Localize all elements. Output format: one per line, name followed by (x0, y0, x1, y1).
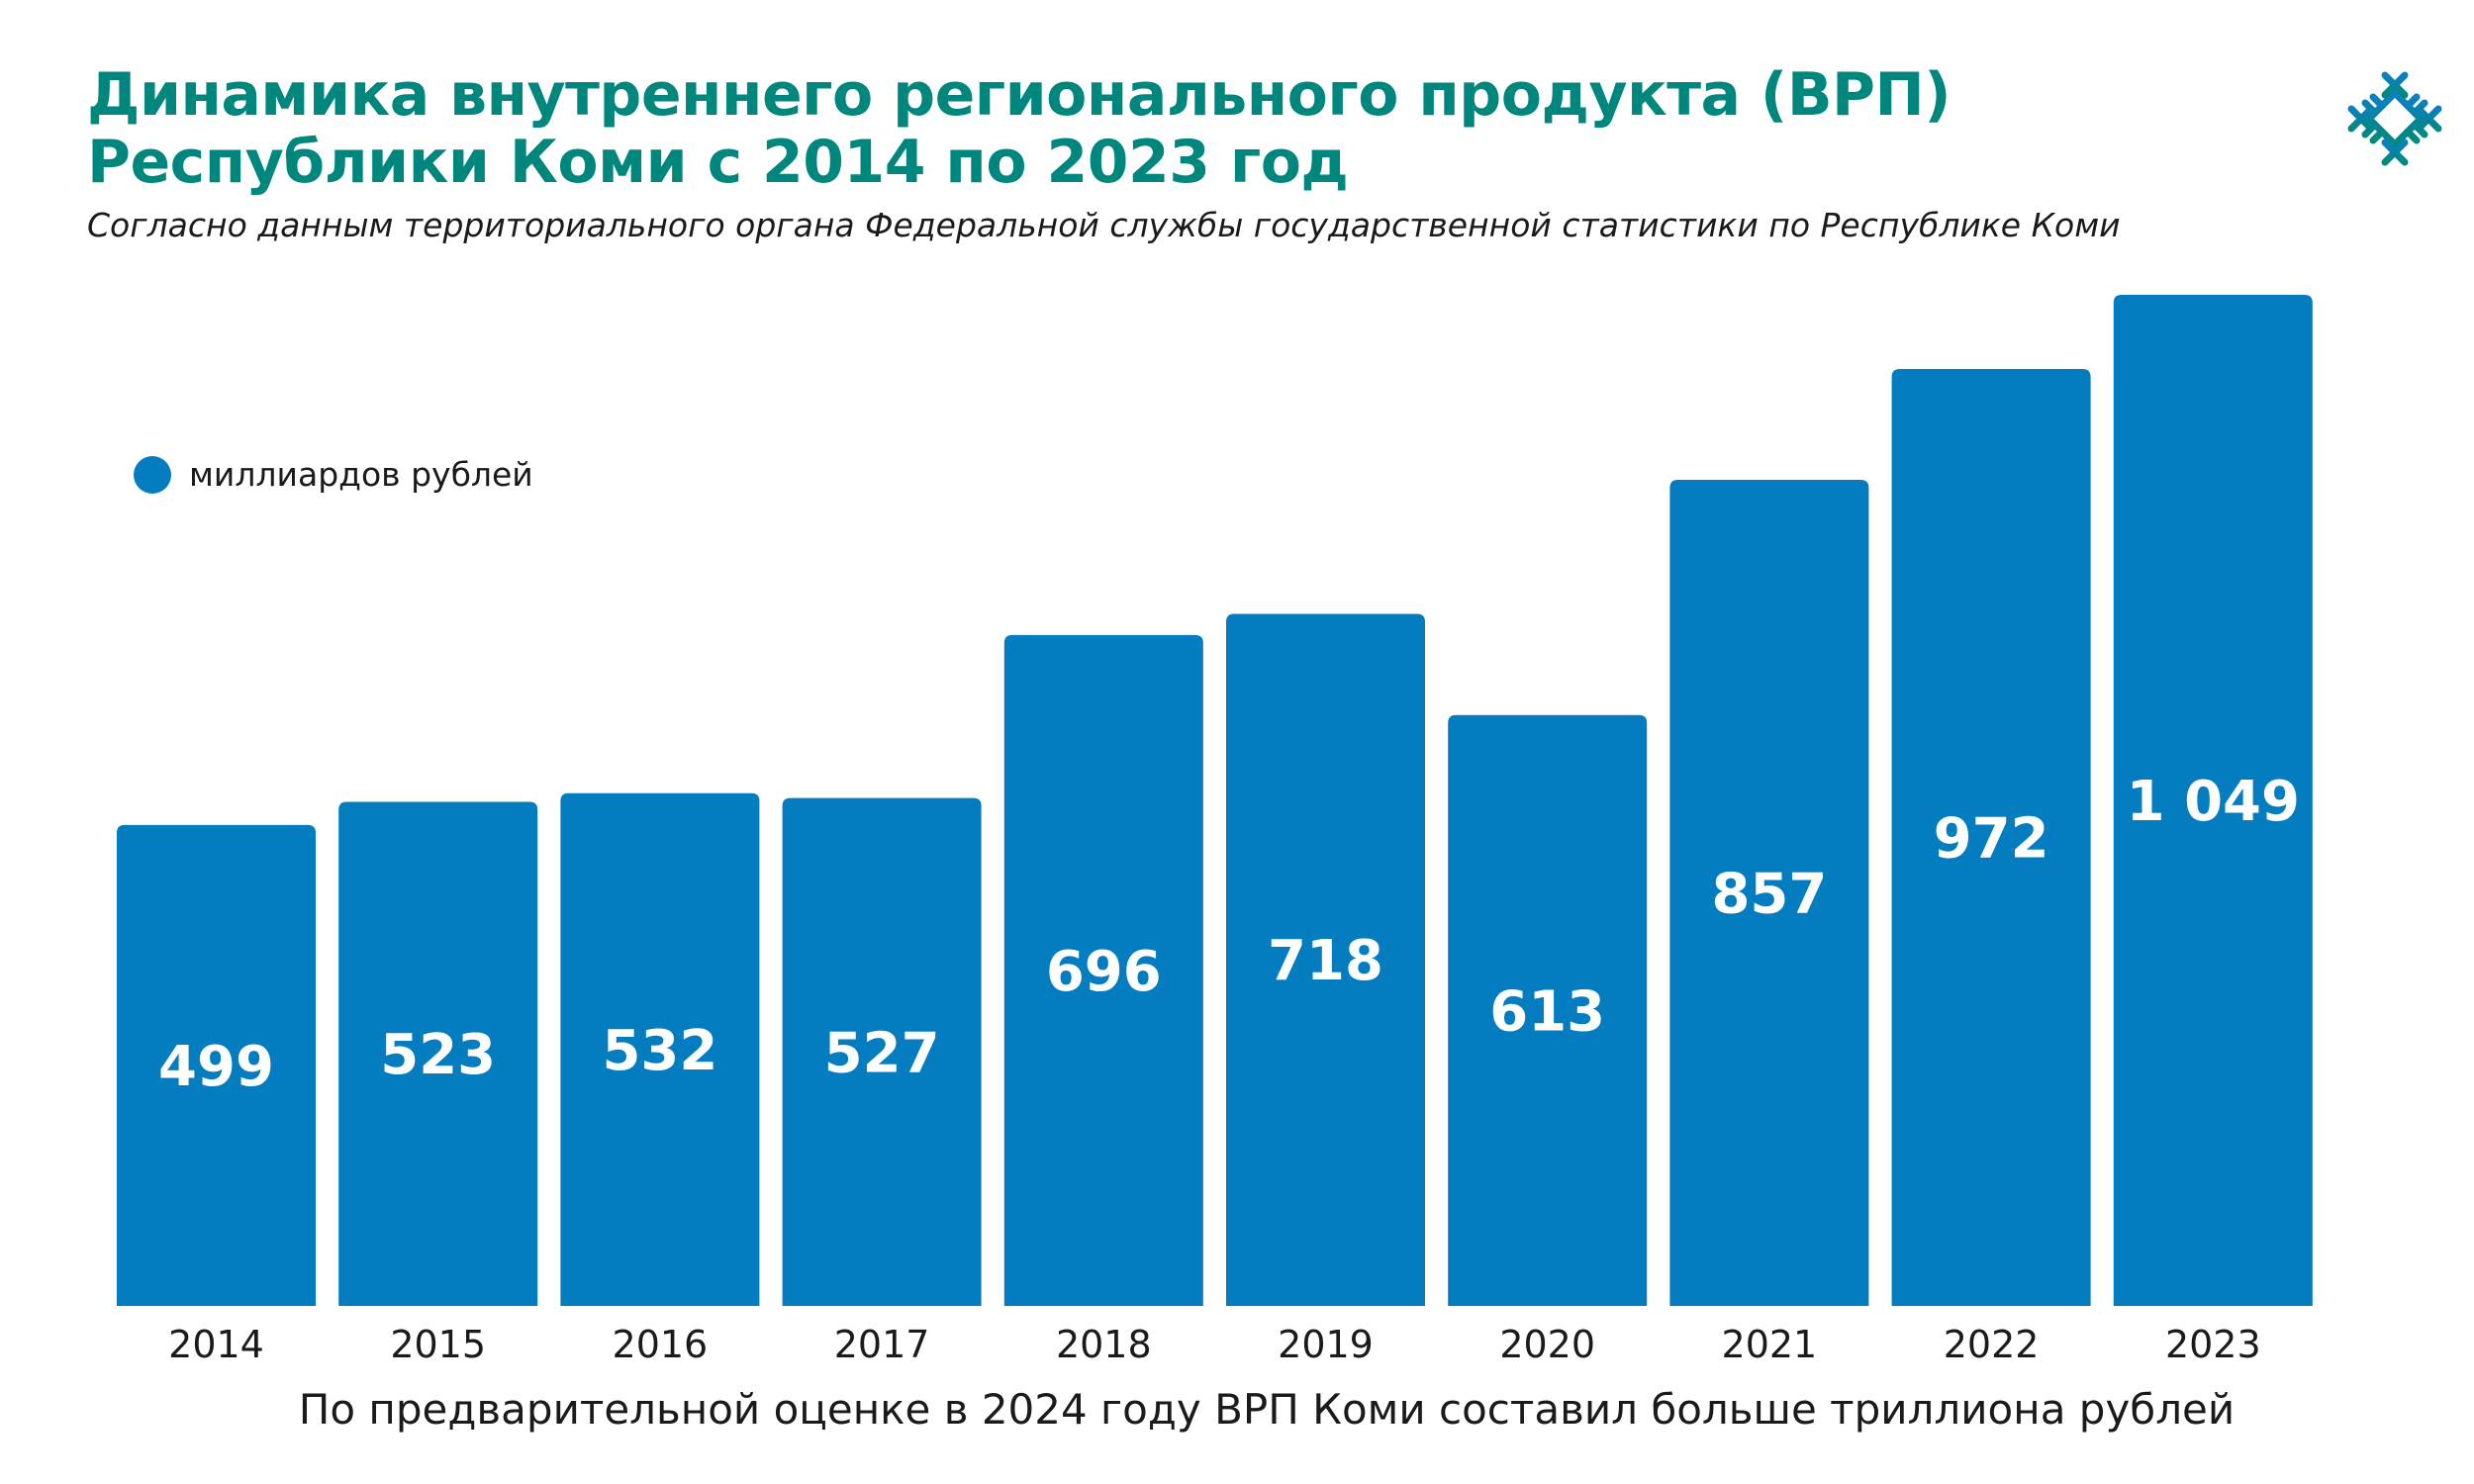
data-label-2016: 532 (602, 1019, 717, 1083)
bar-2022 (1891, 369, 2091, 1306)
komi-ornament-icon (2347, 71, 2442, 166)
bar-2018 (1003, 634, 1203, 1306)
x-tick-2021: 2021 (1722, 1323, 1818, 1366)
bar-2014 (117, 824, 316, 1306)
bar-2020 (1448, 714, 1648, 1306)
footer-note: По предварительной оценке в 2024 году ВР… (298, 1385, 2236, 1434)
data-label-2021: 857 (1711, 863, 1827, 927)
x-tick-2018: 2018 (1056, 1323, 1152, 1366)
data-label-2019: 718 (1268, 929, 1383, 993)
data-label-2022: 972 (1934, 807, 2049, 872)
bar-2017 (782, 797, 982, 1306)
legend: миллиардов рублей (134, 455, 533, 494)
data-label-2017: 527 (824, 1021, 940, 1085)
data-label-2023: 1 049 (2127, 770, 2300, 834)
chart-title: Динамика внутреннего регионального проду… (87, 61, 1951, 196)
bar-2023 (2113, 295, 2313, 1306)
legend-label: миллиардов рублей (189, 455, 533, 494)
title-line-2: Республики Коми с 2014 по 2023 год (87, 128, 1349, 197)
data-label-2015: 523 (380, 1023, 496, 1087)
bar-2016 (560, 792, 760, 1306)
title-line-1: Динамика внутреннего регионального проду… (87, 60, 1951, 130)
data-label-2014: 499 (158, 1035, 274, 1099)
x-tick-2022: 2022 (1944, 1323, 2040, 1366)
bar-2019 (1226, 613, 1425, 1306)
x-tick-2019: 2019 (1278, 1323, 1374, 1366)
x-tick-2017: 2017 (834, 1323, 930, 1366)
x-tick-2015: 2015 (390, 1323, 486, 1366)
bar-2015 (338, 801, 538, 1306)
x-tick-2020: 2020 (1499, 1323, 1595, 1366)
subtitle: Согласно данным территориального органа … (87, 206, 2121, 244)
x-tick-2023: 2023 (2165, 1323, 2261, 1366)
data-label-2020: 613 (1489, 979, 1605, 1044)
legend-marker (134, 455, 171, 494)
x-tick-2016: 2016 (613, 1323, 709, 1366)
bar-2021 (1669, 480, 1869, 1307)
x-tick-2014: 2014 (168, 1323, 264, 1366)
data-label-2018: 696 (1046, 940, 1162, 1004)
